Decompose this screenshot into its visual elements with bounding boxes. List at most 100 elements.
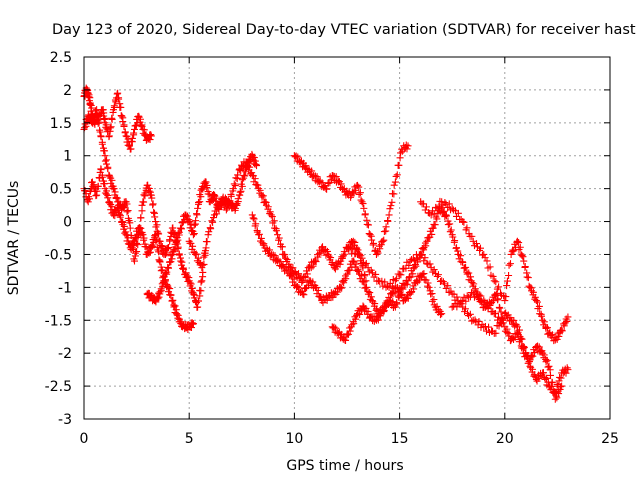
data-point (349, 245, 357, 253)
data-point (432, 203, 440, 211)
data-point (194, 303, 202, 311)
data-point (145, 185, 153, 193)
data-point (256, 186, 264, 194)
data-point (130, 241, 138, 249)
data-point (412, 262, 420, 270)
data-point (234, 171, 242, 179)
x-tick-label: 20 (496, 431, 514, 447)
data-point (189, 290, 197, 298)
data-point (518, 344, 526, 352)
data-point (454, 209, 462, 217)
data-point (453, 244, 461, 252)
data-point (513, 237, 521, 245)
data-point (235, 166, 243, 174)
data-point (252, 220, 260, 228)
data-point (179, 265, 187, 273)
data-point (152, 231, 160, 239)
data-point (289, 264, 297, 272)
data-point (556, 383, 564, 391)
data-point (446, 220, 454, 228)
data-point (225, 198, 233, 206)
data-point (322, 185, 330, 193)
data-point (237, 187, 245, 195)
data-point (314, 287, 322, 295)
data-point (153, 236, 161, 244)
data-point (137, 214, 145, 222)
data-point (334, 177, 342, 185)
y-tick-label: 0.5 (50, 182, 72, 198)
data-point (287, 271, 295, 279)
data-point (253, 162, 261, 170)
y-tick-label: -2.5 (45, 379, 72, 395)
data-point (359, 200, 367, 208)
data-point (535, 302, 543, 310)
data-point (505, 261, 513, 269)
data-point (171, 302, 179, 310)
data-point (278, 243, 286, 251)
data-point (526, 283, 534, 291)
data-point (515, 239, 523, 247)
data-point (309, 278, 317, 286)
data-point (407, 273, 415, 281)
data-point (121, 128, 129, 136)
y-tick-label: -0.5 (45, 247, 72, 263)
x-axis-ticks: 0 5 10 15 20 25 (80, 57, 619, 447)
data-point (465, 269, 473, 277)
data-point (103, 160, 111, 168)
data-point (303, 270, 311, 278)
data-point (382, 223, 390, 231)
data-point (194, 254, 202, 262)
data-point (104, 192, 112, 200)
data-point (189, 242, 197, 250)
data-points (80, 84, 572, 403)
data-point (120, 204, 128, 212)
data-point (108, 176, 116, 184)
data-point (548, 379, 556, 387)
data-point (490, 277, 498, 285)
x-tick-label: 15 (391, 431, 409, 447)
data-point (241, 172, 249, 180)
data-point (428, 230, 436, 238)
data-point (85, 195, 93, 203)
data-point (208, 217, 216, 225)
data-point (187, 324, 195, 332)
data-point (455, 255, 463, 263)
data-point (189, 231, 197, 239)
data-point (396, 270, 404, 278)
data-point (187, 280, 195, 288)
data-point (468, 232, 476, 240)
data-point (255, 185, 263, 193)
data-point (361, 210, 369, 218)
data-point (118, 218, 126, 226)
data-point (368, 236, 376, 244)
x-tick-label: 5 (185, 431, 194, 447)
data-point (334, 288, 342, 296)
data-point (155, 248, 163, 256)
data-point (189, 320, 197, 328)
data-point (451, 237, 459, 245)
data-point (190, 291, 198, 299)
data-point (123, 200, 131, 208)
data-point (485, 323, 493, 331)
data-point (251, 157, 259, 165)
data-point (438, 198, 446, 206)
data-point (392, 275, 400, 283)
data-point (106, 173, 114, 181)
data-point (553, 335, 561, 343)
data-point (360, 204, 368, 212)
data-point (405, 261, 413, 269)
data-point (90, 183, 98, 191)
data-point (234, 198, 242, 206)
data-point (428, 290, 436, 298)
data-point (188, 284, 196, 292)
data-point (138, 201, 146, 209)
data-point (539, 369, 547, 377)
data-point (562, 369, 570, 377)
data-point (343, 270, 351, 278)
data-point (103, 190, 111, 198)
data-point (460, 264, 468, 272)
data-point (436, 311, 444, 319)
data-point (96, 126, 104, 134)
data-point (177, 257, 185, 265)
data-point (337, 283, 345, 291)
